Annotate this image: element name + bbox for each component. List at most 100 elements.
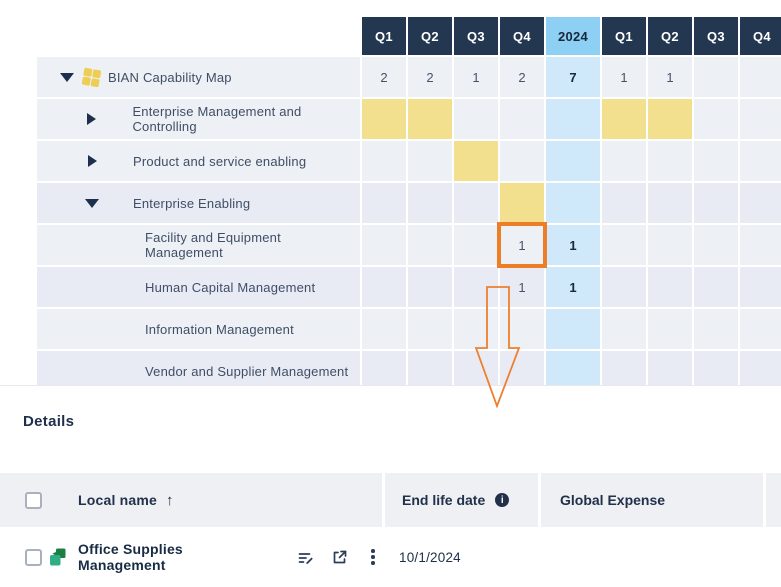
- select-all-checkbox[interactable]: [25, 491, 42, 509]
- heatmap-cell[interactable]: [454, 225, 498, 265]
- heatmap-cell[interactable]: [648, 183, 692, 223]
- kebab-menu-icon[interactable]: [364, 548, 382, 566]
- heatmap-cell[interactable]: [454, 351, 498, 385]
- heatmap-cell[interactable]: [648, 267, 692, 307]
- capability-row[interactable]: Vendor and Supplier Management: [37, 351, 781, 385]
- heatmap-cell[interactable]: [694, 141, 738, 181]
- heatmap-cell[interactable]: [740, 351, 781, 385]
- heatmap-cell[interactable]: [546, 351, 600, 385]
- heatmap-cell[interactable]: [362, 183, 406, 223]
- heatmap-cell[interactable]: [648, 309, 692, 349]
- heatmap-cell[interactable]: 1: [546, 225, 600, 265]
- heatmap-cell[interactable]: [602, 99, 646, 139]
- column-header-q3[interactable]: Q3: [694, 17, 738, 55]
- heatmap-cell[interactable]: [454, 183, 498, 223]
- heatmap-cell[interactable]: [500, 183, 544, 223]
- heatmap-cell[interactable]: [602, 225, 646, 265]
- capability-row[interactable]: Enterprise Management and Controlling: [37, 99, 781, 139]
- heatmap-cell[interactable]: [648, 141, 692, 181]
- heatmap-cell[interactable]: [408, 267, 452, 307]
- expand-toggle-icon[interactable]: [85, 113, 98, 125]
- heatmap-cell[interactable]: [546, 99, 600, 139]
- heatmap-cell[interactable]: [694, 225, 738, 265]
- heatmap-cell[interactable]: [602, 309, 646, 349]
- heatmap-cell[interactable]: [740, 99, 781, 139]
- heatmap-cell[interactable]: 1: [648, 57, 692, 97]
- heatmap-cell[interactable]: [740, 57, 781, 97]
- heatmap-cell[interactable]: [546, 183, 600, 223]
- heatmap-cell[interactable]: 7: [546, 57, 600, 97]
- heatmap-cell[interactable]: [648, 351, 692, 385]
- heatmap-cell[interactable]: [362, 351, 406, 385]
- expand-toggle-icon[interactable]: [85, 155, 99, 167]
- column-header-2024[interactable]: 2024: [546, 17, 600, 55]
- open-in-new-icon[interactable]: [330, 548, 348, 566]
- column-header-q3[interactable]: Q3: [454, 17, 498, 55]
- heatmap-cell[interactable]: [408, 99, 452, 139]
- edit-icon[interactable]: [296, 548, 314, 566]
- details-table-row[interactable]: Office Supplies Management 10/1/2024: [0, 527, 781, 587]
- heatmap-cell[interactable]: [648, 225, 692, 265]
- column-header-q1[interactable]: Q1: [362, 17, 406, 55]
- heatmap-cell[interactable]: [362, 267, 406, 307]
- heatmap-cell[interactable]: 2: [408, 57, 452, 97]
- heatmap-cell[interactable]: 1: [454, 57, 498, 97]
- heatmap-cell[interactable]: [694, 267, 738, 307]
- heatmap-cell[interactable]: 1: [500, 267, 544, 307]
- capability-row[interactable]: Human Capital Management 1 1: [37, 267, 781, 307]
- heatmap-cell[interactable]: [362, 309, 406, 349]
- heatmap-cell[interactable]: [408, 141, 452, 181]
- heatmap-cell[interactable]: [740, 309, 781, 349]
- heatmap-cell[interactable]: [500, 141, 544, 181]
- heatmap-cell[interactable]: [546, 141, 600, 181]
- heatmap-cell[interactable]: 2: [500, 57, 544, 97]
- heatmap-cell[interactable]: [362, 141, 406, 181]
- sort-ascending-icon[interactable]: ↑: [166, 491, 174, 509]
- heatmap-cell[interactable]: [602, 267, 646, 307]
- heatmap-cell[interactable]: [408, 351, 452, 385]
- capability-row[interactable]: BIAN Capability Map 2 2 1 2 7 1 1: [37, 57, 781, 97]
- column-header-q1[interactable]: Q1: [602, 17, 646, 55]
- heatmap-cell[interactable]: [546, 309, 600, 349]
- heatmap-cell[interactable]: [500, 351, 544, 385]
- heatmap-cell[interactable]: [362, 99, 406, 139]
- capability-row[interactable]: Facility and Equipment Management 1 1: [37, 222, 781, 268]
- heatmap-cell[interactable]: [454, 267, 498, 307]
- column-header-q4[interactable]: Q4: [740, 17, 781, 55]
- heatmap-cell[interactable]: [694, 309, 738, 349]
- heatmap-cell[interactable]: [740, 141, 781, 181]
- heatmap-cell[interactable]: [408, 225, 452, 265]
- heatmap-cell[interactable]: [648, 99, 692, 139]
- heatmap-cell[interactable]: [500, 99, 544, 139]
- heatmap-cell[interactable]: 1: [602, 57, 646, 97]
- column-header-q4[interactable]: Q4: [500, 17, 544, 55]
- heatmap-cell[interactable]: [694, 57, 738, 97]
- column-header-q2[interactable]: Q2: [648, 17, 692, 55]
- heatmap-cell-selected[interactable]: 1: [497, 222, 547, 268]
- collapse-toggle-icon[interactable]: [85, 198, 99, 208]
- heatmap-cell[interactable]: [694, 351, 738, 385]
- heatmap-cell[interactable]: [740, 225, 781, 265]
- heatmap-cell[interactable]: [740, 267, 781, 307]
- heatmap-cell[interactable]: 1: [546, 267, 600, 307]
- heatmap-cell[interactable]: [408, 183, 452, 223]
- info-icon[interactable]: i: [495, 493, 510, 507]
- heatmap-cell[interactable]: 2: [362, 57, 406, 97]
- heatmap-cell[interactable]: [454, 309, 498, 349]
- heatmap-cell[interactable]: [602, 351, 646, 385]
- capability-row[interactable]: Enterprise Enabling: [37, 183, 781, 223]
- heatmap-cell[interactable]: [454, 141, 498, 181]
- row-local-name[interactable]: Office Supplies Management: [78, 541, 183, 573]
- row-checkbox[interactable]: [25, 548, 42, 566]
- heatmap-cell[interactable]: [602, 183, 646, 223]
- heatmap-cell[interactable]: [694, 183, 738, 223]
- capability-row[interactable]: Product and service enabling: [37, 141, 781, 181]
- local-name-header-label[interactable]: Local name: [78, 492, 158, 508]
- heatmap-cell[interactable]: [454, 99, 498, 139]
- heatmap-cell[interactable]: [362, 225, 406, 265]
- global-expense-header-label[interactable]: Global Expense: [560, 492, 666, 508]
- heatmap-cell[interactable]: [602, 141, 646, 181]
- capability-row[interactable]: Information Management: [37, 309, 781, 349]
- collapse-toggle-icon[interactable]: [60, 72, 74, 82]
- heatmap-cell[interactable]: [500, 309, 544, 349]
